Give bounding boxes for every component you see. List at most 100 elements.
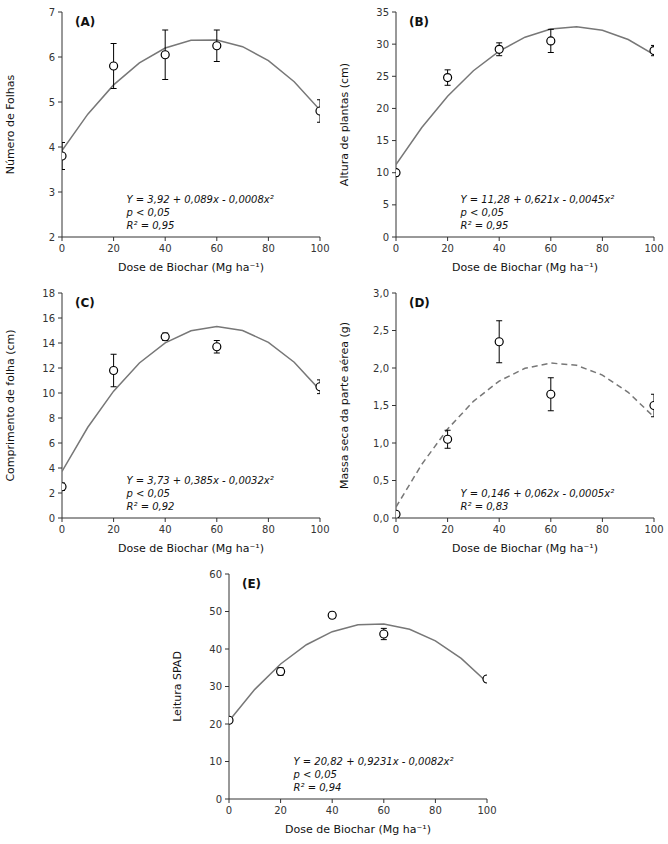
error-bar xyxy=(329,612,335,618)
x-tick xyxy=(396,518,397,522)
y-tick-label: 1,5 xyxy=(373,400,389,411)
y-tick-label: 0 xyxy=(49,513,55,524)
x-tick-label: 100 xyxy=(310,243,329,254)
error-bar xyxy=(278,668,284,676)
x-tick xyxy=(113,518,114,522)
y-axis-label: Altura de plantas (cm) xyxy=(338,63,351,186)
y-tick xyxy=(225,611,229,612)
error-bar-cap xyxy=(445,430,451,431)
error-bar-cap xyxy=(651,45,654,46)
error-bar xyxy=(62,483,65,491)
data-point xyxy=(316,383,320,391)
y-tick-label: 2,0 xyxy=(373,363,389,374)
error-bar xyxy=(445,70,451,85)
y-axis-label: Massa seca da parte aérea (g) xyxy=(338,322,351,489)
x-tick-label: 80 xyxy=(429,805,442,816)
error-bar xyxy=(317,100,320,123)
y-tick xyxy=(58,318,62,319)
y-tick xyxy=(392,172,396,173)
panel: 020406080100234567Dose de Biochar (Mg ha… xyxy=(4,7,330,275)
x-tick xyxy=(62,518,63,522)
y-tick-label: 25 xyxy=(376,71,389,82)
annotation: Y = 20,82 + 0,9231x - 0,0082x² xyxy=(294,756,454,767)
x-tick xyxy=(654,237,655,241)
y-tick xyxy=(392,108,396,109)
y-tick-label: 60 xyxy=(209,569,222,580)
x-tick xyxy=(447,237,448,241)
x-tick xyxy=(268,237,269,241)
panel-label: (C) xyxy=(75,296,95,310)
error-bar-cap xyxy=(445,85,451,86)
error-bar xyxy=(162,333,168,341)
y-tick-label: 10 xyxy=(376,167,389,178)
x-axis-line xyxy=(229,799,487,800)
x-tick-label: 20 xyxy=(107,243,120,254)
y-tick-label: 10 xyxy=(209,756,222,767)
x-tick-label: 60 xyxy=(210,243,223,254)
x-tick xyxy=(654,518,655,522)
data-point xyxy=(547,390,555,398)
error-bar-cap xyxy=(496,362,502,363)
x-tick xyxy=(229,799,230,803)
x-tick-label: 80 xyxy=(596,524,609,535)
x-tick xyxy=(487,799,488,803)
plot-area xyxy=(396,27,654,177)
data-point xyxy=(213,42,221,50)
y-tick xyxy=(392,76,396,77)
y-axis-label: Comprimento de folha (cm) xyxy=(4,329,17,481)
y-tick-label: 8 xyxy=(49,413,55,424)
x-tick xyxy=(383,799,384,803)
x-tick-label: 0 xyxy=(393,524,399,535)
x-axis-label: Dose de Biochar (Mg ha⁻¹) xyxy=(452,542,598,555)
error-bar-cap xyxy=(162,30,168,31)
error-bar-cap xyxy=(548,410,554,411)
annotation: p < 0,05 xyxy=(460,207,504,218)
y-tick-label: 4 xyxy=(49,142,55,153)
y-tick xyxy=(58,57,62,58)
y-tick-label: 20 xyxy=(376,103,389,114)
y-tick xyxy=(225,724,229,725)
data-point xyxy=(396,510,400,518)
y-tick-label: 1,0 xyxy=(373,438,389,449)
x-tick-label: 100 xyxy=(310,524,329,535)
annotation: Y = 11,28 + 0,621x - 0,0045x² xyxy=(461,194,615,205)
error-bar-cap xyxy=(111,354,117,355)
error-bar xyxy=(162,30,168,80)
y-tick xyxy=(392,44,396,45)
x-tick xyxy=(499,518,500,522)
x-axis-label: Dose de Biochar (Mg ha⁻¹) xyxy=(285,823,431,836)
y-tick-label: 2 xyxy=(49,488,55,499)
y-tick xyxy=(58,518,62,519)
data-point xyxy=(161,51,169,59)
fit-curve xyxy=(396,27,654,165)
error-bar-cap xyxy=(111,386,117,387)
data-point xyxy=(444,435,452,443)
y-tick xyxy=(225,649,229,650)
error-bar xyxy=(111,354,117,387)
panel: 0204060801000,00,51,01,52,02,53,0Dose de… xyxy=(338,288,664,556)
y-tick xyxy=(392,368,396,369)
error-bar-cap xyxy=(111,43,117,44)
y-tick-label: 3,0 xyxy=(373,288,389,299)
x-tick-label: 20 xyxy=(107,524,120,535)
error-bar-cap xyxy=(317,99,320,100)
figure: 020406080100234567Dose de Biochar (Mg ha… xyxy=(0,0,668,844)
x-tick xyxy=(602,237,603,241)
error-bar-cap xyxy=(651,416,654,417)
error-bar-cap xyxy=(214,340,220,341)
x-axis-label: Dose de Biochar (Mg ha⁻¹) xyxy=(118,261,264,274)
error-bar xyxy=(484,676,487,682)
y-tick xyxy=(58,192,62,193)
data-point xyxy=(213,343,221,351)
annotation: R² = 0,92 xyxy=(127,501,175,512)
y-tick-label: 0 xyxy=(383,232,389,243)
annotation: Y = 3,73 + 0,385x - 0,0032x² xyxy=(127,475,274,486)
error-bar-cap xyxy=(62,169,65,170)
x-tick-label: 60 xyxy=(544,243,557,254)
fit-curve xyxy=(229,624,487,721)
x-tick xyxy=(280,799,281,803)
x-tick xyxy=(332,799,333,803)
y-tick-label: 0,0 xyxy=(373,513,389,524)
fit-curve xyxy=(396,363,654,507)
error-bar-cap xyxy=(62,142,65,143)
